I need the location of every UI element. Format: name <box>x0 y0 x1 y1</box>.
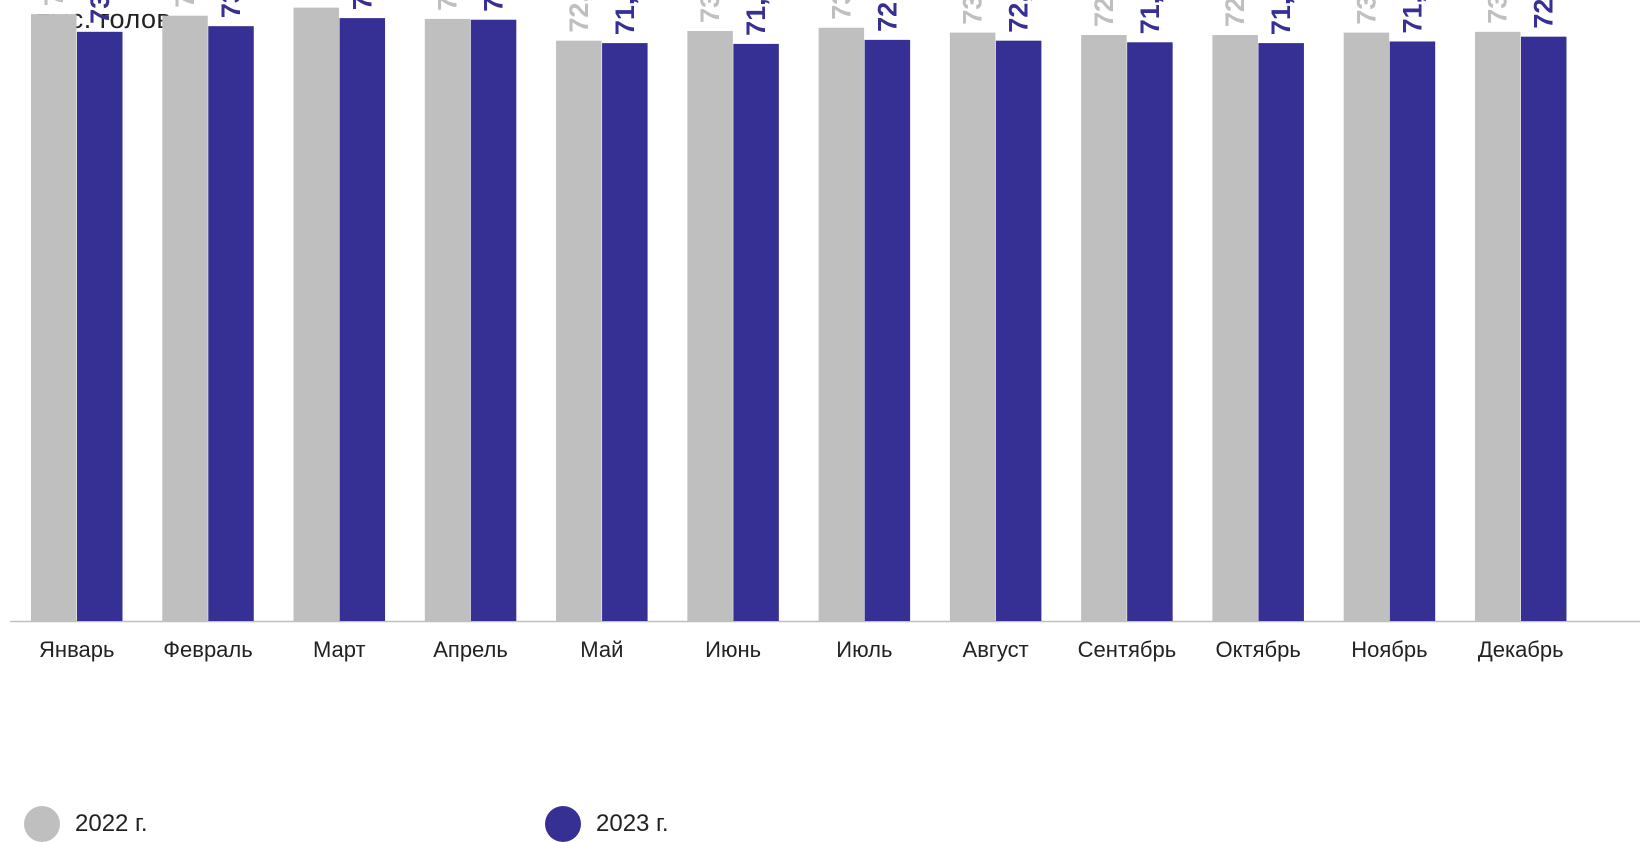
x-tick-label-7: Июль <box>836 637 892 662</box>
data-label-2023-6: 71,6 <box>741 0 771 36</box>
data-label-2022-5: 72,0 <box>564 0 594 33</box>
bar-2023-4 <box>470 19 517 622</box>
x-tick-label-3: Март <box>313 637 366 662</box>
bar-2023-3 <box>339 18 386 621</box>
bar-2022-3 <box>293 7 340 622</box>
data-label-2023-11: 71,9 <box>1397 0 1427 33</box>
x-tick-label-8: Август <box>963 637 1029 662</box>
data-label-2022-2: 75,1 <box>170 0 200 8</box>
data-label-2022-1: 75,3 <box>39 0 69 6</box>
bar-2022-1 <box>31 14 77 622</box>
legend-label-2022: 2022 г. <box>75 810 148 837</box>
x-tick-label-10: Октябрь <box>1216 637 1301 662</box>
data-label-2022-10: 72,7 <box>1220 0 1250 27</box>
bar-2022-5 <box>556 40 602 622</box>
bar-2022-4 <box>424 18 471 622</box>
bar-2023-1 <box>77 31 123 621</box>
bar-2023-2 <box>208 26 254 622</box>
x-tick-label-11: Ноябрь <box>1351 637 1427 662</box>
bar-2023-10 <box>1258 43 1304 621</box>
bar-2023-7 <box>864 39 911 621</box>
data-label-2022-8: 73,0 <box>958 0 988 25</box>
bar-2022-6 <box>687 31 733 622</box>
bar-2022-7 <box>818 27 865 622</box>
data-label-2023-2: 73,8 <box>216 0 246 18</box>
bar-2023-6 <box>733 43 779 622</box>
data-label-2023-4: 74,6 <box>479 0 509 12</box>
bar-2022-11 <box>1343 32 1390 622</box>
data-label-2022-11: 73,0 <box>1351 0 1381 25</box>
data-label-2023-3: 74,8 <box>347 0 377 10</box>
data-label-2023-12: 72,5 <box>1529 0 1559 29</box>
bar-2022-8 <box>949 32 996 622</box>
x-tick-label-9: Сентябрь <box>1078 637 1177 662</box>
bar-2023-8 <box>995 40 1042 622</box>
x-tick-label-1: Январь <box>39 637 114 662</box>
legend-label-2023: 2023 г. <box>596 810 669 837</box>
data-label-2022-9: 72,7 <box>1089 0 1119 27</box>
data-label-2022-12: 73,1 <box>1483 0 1513 24</box>
legend-item-2022: 2022 г. <box>24 806 148 842</box>
data-label-2023-5: 71,7 <box>610 0 640 35</box>
data-label-2022-7: 73,6 <box>826 0 856 20</box>
data-label-2023-10: 71,7 <box>1266 0 1296 35</box>
x-tick-label-2: Февраль <box>163 637 252 662</box>
data-label-2023-8: 72,0 <box>1004 0 1034 33</box>
x-tick-label-12: Декабрь <box>1478 637 1564 662</box>
data-label-2023-7: 72,1 <box>872 0 902 32</box>
bar-2022-2 <box>162 15 208 622</box>
bar-2023-11 <box>1389 41 1436 621</box>
bar-2023-9 <box>1127 42 1173 622</box>
legend-item-2023: 2023 г. <box>545 806 669 842</box>
legend-swatch-2022 <box>24 806 60 842</box>
legend-swatch-2023 <box>545 806 581 842</box>
data-label-2022-4: 74,7 <box>433 0 463 11</box>
bar-2023-5 <box>602 43 648 621</box>
data-label-2023-1: 73,1 <box>85 0 115 24</box>
x-tick-label-5: Май <box>580 637 623 662</box>
data-label-2023-9: 71,8 <box>1135 0 1165 34</box>
x-tick-label-4: Апрель <box>433 637 508 662</box>
bar-2022-12 <box>1474 31 1521 621</box>
data-label-2022-6: 73,2 <box>695 0 725 23</box>
x-tick-label-6: Июнь <box>705 637 761 662</box>
bar-2022-10 <box>1212 35 1258 621</box>
bar-2023-12 <box>1520 36 1567 621</box>
bar-2022-9 <box>1081 35 1127 621</box>
